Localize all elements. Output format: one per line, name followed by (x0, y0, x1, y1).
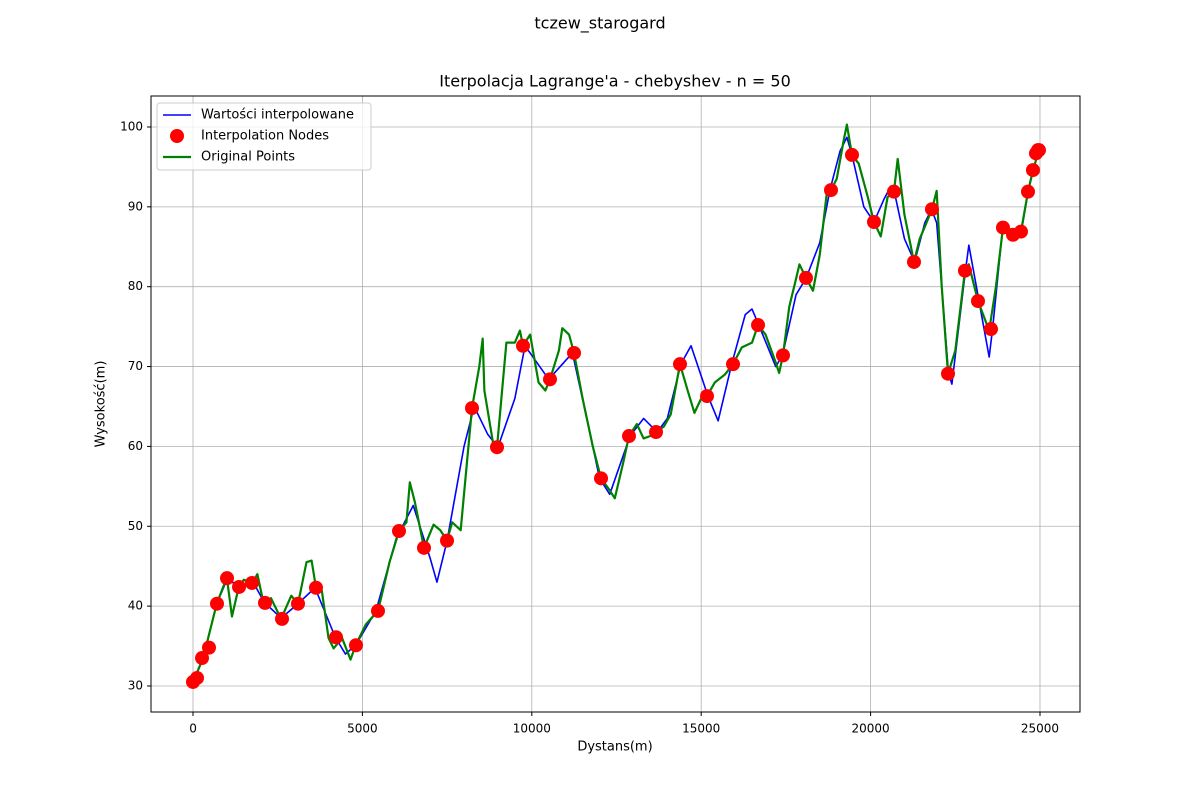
node-marker (957, 263, 972, 278)
node-marker (726, 357, 741, 372)
node-marker (672, 357, 687, 372)
x-tick-label: 0 (189, 722, 197, 736)
legend-box (156, 102, 372, 171)
node-marker (209, 596, 224, 611)
axes-frame (150, 95, 1081, 713)
node-marker (567, 345, 582, 360)
node-marker (649, 425, 664, 440)
node-marker (490, 440, 505, 455)
node-marker (542, 372, 557, 387)
node-marker (622, 429, 637, 444)
y-tick-label: 50 (128, 519, 143, 533)
node-marker (844, 147, 859, 162)
node-marker (220, 571, 235, 586)
node-marker (941, 366, 956, 381)
legend-label: Interpolation Nodes (201, 129, 329, 144)
node-marker (291, 596, 306, 611)
node-marker (1025, 163, 1040, 178)
x-tick-label: 25000 (1021, 722, 1059, 736)
y-tick-label: 100 (120, 119, 143, 133)
node-marker (202, 640, 217, 655)
legend-label: Original Points (201, 150, 295, 165)
node-marker (1020, 184, 1035, 199)
node-marker (906, 254, 921, 269)
node-marker (970, 294, 985, 309)
node-marker (308, 580, 323, 595)
y-tick-label: 60 (128, 439, 143, 453)
node-marker (416, 540, 431, 555)
x-tick-label: 20000 (851, 722, 889, 736)
node-marker (886, 184, 901, 199)
x-tick-label: 10000 (513, 722, 551, 736)
node-marker (465, 401, 480, 416)
figure-title: tczew_starogard (534, 14, 665, 34)
y-tick-label: 40 (128, 599, 143, 613)
x-axis-label: Dystans(m) (577, 740, 652, 755)
node-marker (1031, 143, 1046, 158)
node-marker (594, 471, 609, 486)
node-marker (699, 389, 714, 404)
node-marker (440, 533, 455, 548)
node-marker (258, 595, 273, 610)
node-marker (195, 651, 210, 666)
y-tick-label: 90 (128, 199, 143, 213)
node-marker (370, 603, 385, 618)
node-marker (775, 348, 790, 363)
y-tick-label: 80 (128, 279, 143, 293)
y-tick-label: 30 (128, 678, 143, 692)
node-marker (1013, 224, 1028, 239)
legend-marker (170, 129, 184, 143)
node-marker (329, 630, 344, 645)
node-marker (866, 215, 881, 230)
node-marker (244, 575, 259, 590)
legend-label: Wartości interpolowane (201, 108, 354, 123)
y-tick-label: 70 (128, 359, 143, 373)
node-marker (924, 202, 939, 217)
node-marker (190, 670, 205, 685)
node-marker (823, 183, 838, 198)
x-tick-label: 15000 (682, 722, 720, 736)
node-marker (349, 638, 364, 653)
node-marker (275, 611, 290, 626)
node-marker (232, 579, 247, 594)
x-tick-label: 5000 (347, 722, 378, 736)
node-marker (983, 322, 998, 337)
node-marker (391, 524, 406, 539)
node-marker (798, 270, 813, 285)
legend: Wartości interpolowane Interpolation Node… (156, 102, 372, 171)
axes-title: Iterpolacja Lagrange'a - chebyshev - n =… (439, 72, 791, 91)
y-axis-label: Wysokość(m) (94, 361, 109, 448)
node-marker (515, 338, 530, 353)
node-marker (751, 318, 766, 333)
node-marker (995, 220, 1010, 235)
